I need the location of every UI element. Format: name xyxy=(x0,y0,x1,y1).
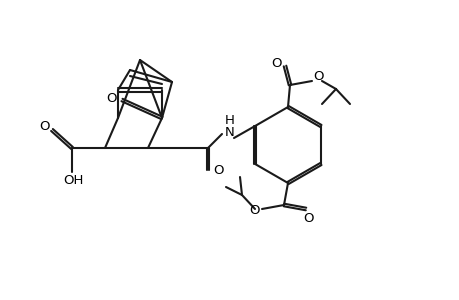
Text: O: O xyxy=(271,58,282,70)
Text: O: O xyxy=(313,70,324,83)
Text: O: O xyxy=(213,164,223,178)
Text: N: N xyxy=(224,127,235,140)
Text: OH: OH xyxy=(63,175,83,188)
Text: O: O xyxy=(106,92,117,104)
Text: H: H xyxy=(224,115,235,128)
Text: O: O xyxy=(249,205,260,218)
Text: O: O xyxy=(302,212,313,226)
Text: O: O xyxy=(39,119,49,133)
